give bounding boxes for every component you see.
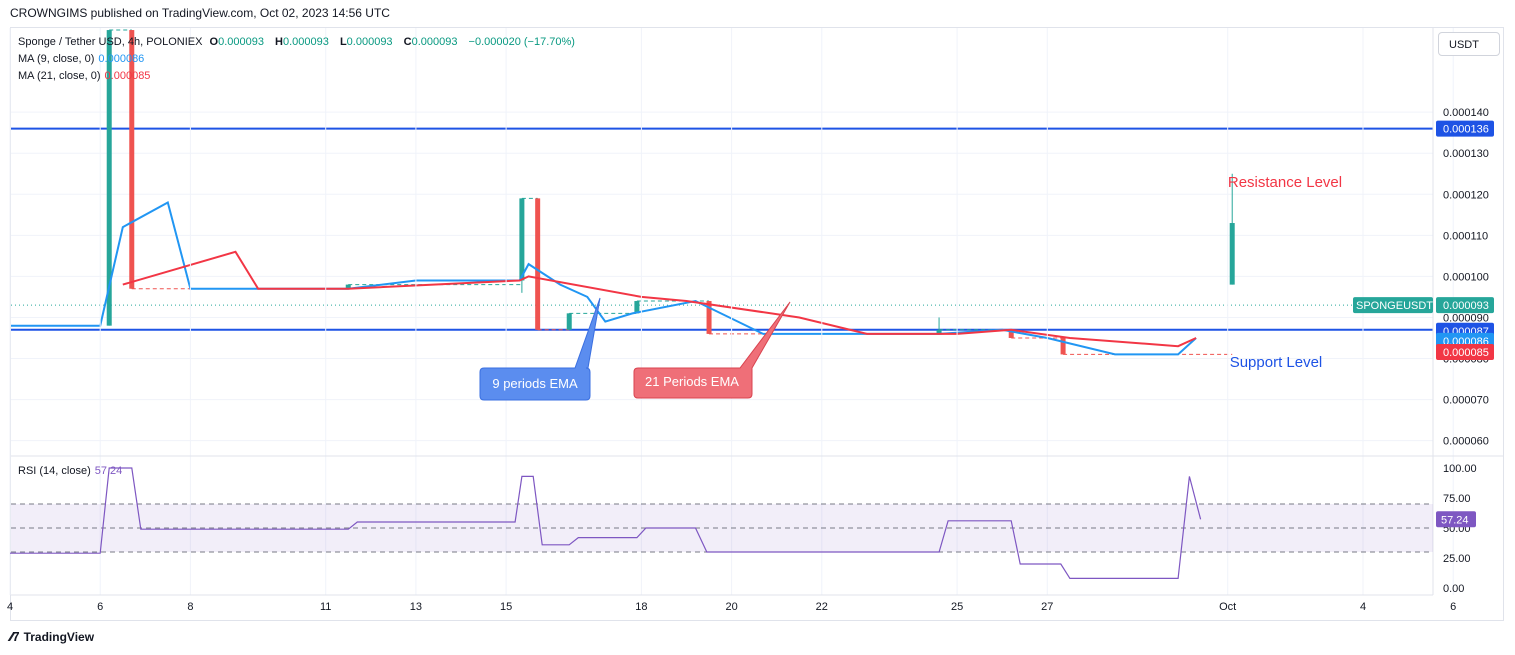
candle [1060,337,1233,355]
open-label: O [209,36,219,48]
candle-body [345,284,351,289]
price-pane [11,29,1433,442]
tradingview-logo-icon: ⁄⁄7 [10,629,20,644]
time-tick-label: 6 [1450,601,1456,613]
tradingview-brand: TradingView [23,629,95,644]
time-tick-label: 25 [951,601,963,613]
candle-body [1008,329,1014,338]
low-label: L [339,36,347,48]
price-tag-label: 0.000085 [1443,347,1489,359]
rsi-line [10,467,1202,579]
price-tick-label: 0.000120 [1443,189,1489,201]
candle-body [129,30,135,289]
candle-body [706,301,712,334]
price-tag-box [1436,120,1494,137]
rsi-tick-label: 100.00 [1443,463,1477,475]
high-value: 0.000093 [282,36,329,48]
symbol-title[interactable]: Sponge / Tether USD, 4h, POLONIEX [18,36,203,48]
time-tick-label: 8 [187,601,193,613]
time-tick-label: 11 [320,601,331,613]
price-tag: 0.000085 [1436,343,1494,360]
ema9-callout-text: 9 periods EMA [492,376,578,391]
price-tick-label: 0.000090 [1443,312,1489,324]
candle-body [936,329,942,334]
candle-body [106,30,112,326]
rsi-legend[interactable]: RSI (14, close) 57.24 [18,465,126,477]
ma21-label: MA (21, close, 0) [18,70,101,82]
high-label: H [275,36,283,48]
low-value: 0.000093 [346,36,393,48]
ma9-legend[interactable]: MA (9, close, 0) 0.000086 [18,53,148,65]
candle [535,198,570,331]
candle [1229,173,1235,285]
time-tick-label: 22 [816,601,828,613]
time-tick-label: Oct [1219,601,1236,613]
ema21-callout-text: 21 Periods EMA [645,374,739,389]
candle-body [566,313,572,330]
price-tick-label: 0.000140 [1443,107,1489,119]
tradingview-logo[interactable]: ⁄⁄7 TradingView [10,629,94,644]
time-tick-label: 18 [635,601,647,613]
open-value: 0.000093 [218,36,264,48]
time-tick-label: 27 [1041,601,1053,613]
price-tick-label: 0.000130 [1443,148,1489,160]
ema9-callout: 9 periods EMA [479,297,601,401]
price-tag: 0.000136 [1436,120,1494,137]
rsi-value-tag-label: 57.24 [1441,514,1469,526]
ma21-value: 0.000085 [104,70,151,82]
price-tag: 0.000093 [1436,297,1494,314]
time-tick-label: 4 [7,601,13,613]
rsi-tick-label: 75.00 [1443,493,1471,505]
resistance-label: Resistance Level [1228,174,1342,191]
ohlc-legend: Sponge / Tether USD, 4h, POLONIEX O0.000… [18,36,579,48]
price-tick-label: 0.000110 [1443,230,1488,242]
support-label: Support Level [1230,354,1323,371]
rsi-label: RSI (14, close) [18,465,91,477]
price-tag-box [1436,297,1494,314]
time-tick-label: 4 [1360,601,1366,613]
symbol-tag-box [1353,297,1433,314]
ma21-legend[interactable]: MA (21, close, 0) 0.000085 [18,70,154,82]
ema9-line [11,201,1197,356]
time-tick-label: 20 [725,601,737,613]
price-tick-label: 0.000060 [1443,436,1489,448]
currency-button[interactable]: USDT [1438,32,1500,56]
change-value: −0.000020 (−17.70%) [468,36,575,48]
candle [634,300,710,314]
time-tick-label: 13 [410,601,422,613]
candle-body [1229,223,1235,285]
rsi-tick-label: 0.00 [1443,583,1464,595]
candle-body [1060,337,1066,355]
symbol-tag-label: SPONGEUSDT [1356,300,1433,312]
close-label: C [403,36,412,48]
candle-body [519,198,525,281]
ma9-label: MA (9, close, 0) [18,53,95,65]
ema21-line [122,250,1197,348]
price-tag-label: 0.000093 [1443,300,1489,312]
candle-body [634,301,640,314]
price-tag-label: 0.000136 [1443,124,1489,136]
published-banner: CROWNGIMS published on TradingView.com, … [10,6,390,20]
close-value: 0.000093 [411,36,458,48]
ema21-callout: 21 Periods EMA [633,301,791,399]
candle-body [535,198,541,330]
rsi-value: 57.24 [94,465,123,477]
candle [106,29,132,326]
ema9-callout-box [479,297,601,401]
ema21-callout-box [633,301,791,399]
ma9-value: 0.000086 [98,53,145,65]
rsi-tick-label: 25.00 [1443,553,1471,565]
time-tick-label: 15 [500,601,512,613]
candle [936,317,1012,334]
time-tick-label: 6 [97,601,103,613]
candle [566,312,637,330]
candle [129,30,349,290]
price-tick-label: 0.000070 [1443,395,1489,407]
rsi-value-tag [1436,511,1476,528]
price-tick-label: 0.000100 [1443,271,1489,283]
price-tag-box [1436,343,1494,360]
